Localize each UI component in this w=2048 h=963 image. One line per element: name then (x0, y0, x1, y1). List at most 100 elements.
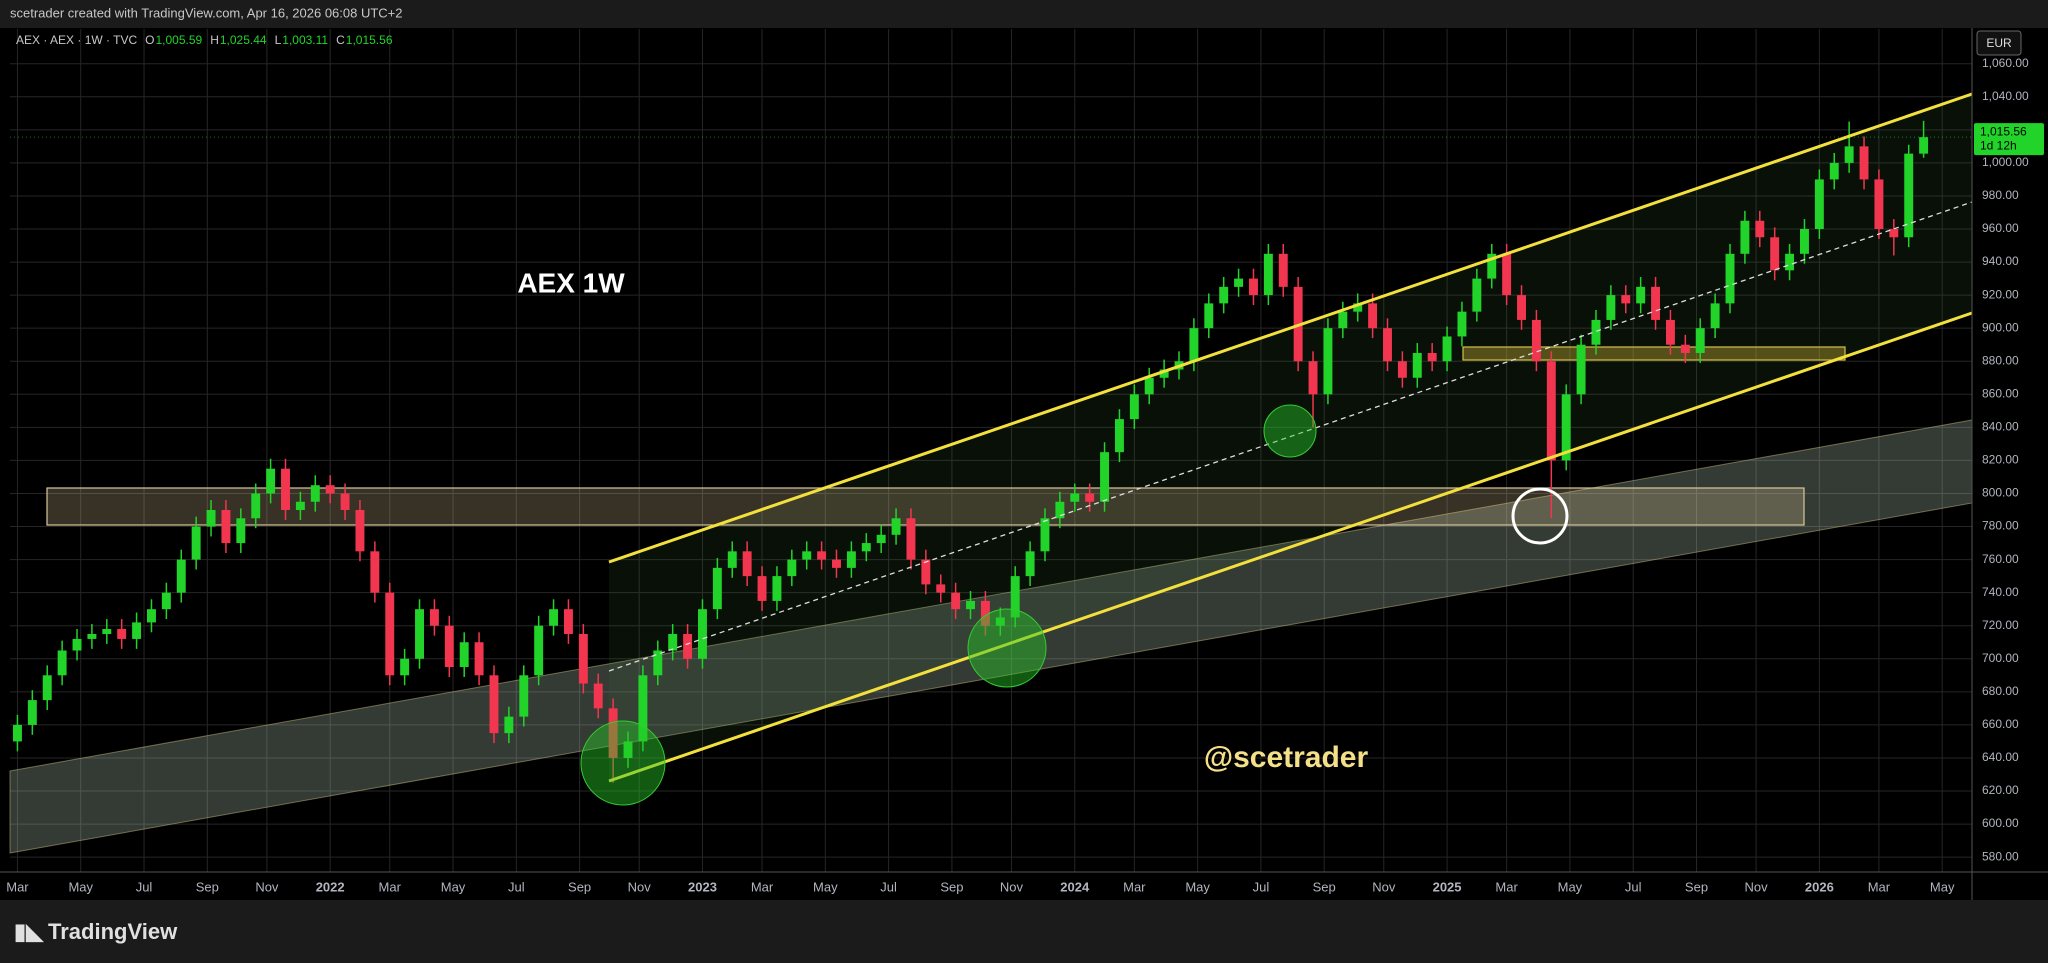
candle-body (1919, 137, 1929, 154)
candle-body (176, 559, 186, 593)
candle-body (966, 600, 975, 610)
candle-body (1576, 344, 1586, 395)
candle-body (1621, 295, 1631, 304)
x-tick-label: Jul (1253, 879, 1270, 894)
candle-body (1383, 328, 1392, 362)
x-tick-label: Sep (196, 879, 219, 894)
candle-body (1829, 162, 1839, 180)
y-tick-label: 860.00 (1982, 386, 2019, 400)
candle-body (817, 551, 827, 560)
candle-body (132, 622, 142, 639)
candle-body (1591, 319, 1601, 345)
x-tick-label: Mar (1495, 879, 1518, 894)
candle-body (891, 518, 901, 535)
candle-body (980, 600, 990, 626)
candle-body (385, 592, 395, 676)
candle-body (1055, 501, 1065, 519)
y-tick-label: 580.00 (1982, 849, 2019, 863)
candle-body (251, 493, 261, 519)
y-tick-label: 900.00 (1982, 320, 2019, 334)
candle-body (415, 609, 424, 659)
candle-body (161, 592, 171, 610)
candle-body (1070, 493, 1080, 502)
x-tick-label: May (441, 879, 466, 894)
candle-body (310, 485, 320, 502)
y-tick-label: 920.00 (1982, 287, 2019, 301)
candle-body (1561, 394, 1571, 461)
candle-body (1397, 361, 1407, 378)
candle-body (370, 551, 380, 593)
candle-body (638, 675, 648, 742)
x-tick-label: Sep (1685, 879, 1708, 894)
candle-body (1725, 253, 1735, 304)
candle-body (1859, 146, 1869, 180)
candle-body (1695, 328, 1705, 353)
ohlc-key: H (210, 33, 219, 47)
candle-body (72, 638, 82, 651)
candle-body (1710, 303, 1720, 329)
candle-body (936, 584, 946, 593)
candle-body (1085, 493, 1095, 502)
y-tick-label: 600.00 (1982, 816, 2019, 830)
drawings-top (580, 92, 1973, 806)
y-tick-label: 820.00 (1982, 453, 2019, 467)
support-zone (1462, 346, 1846, 361)
candle-body (519, 675, 529, 717)
candle-body (787, 559, 797, 577)
x-tick-label: Jul (1625, 879, 1642, 894)
x-tick-label: Nov (1000, 879, 1024, 894)
candle-body (1100, 452, 1110, 502)
x-tick-label: Mar (1868, 879, 1891, 894)
candle-body (1219, 286, 1229, 304)
candle-body (1412, 352, 1422, 378)
candle-body (1189, 328, 1199, 362)
y-tick-label: 1,060.00 (1982, 56, 2029, 70)
candle-body (474, 642, 484, 676)
candle-body (87, 633, 97, 639)
candle-body (355, 510, 365, 552)
white-circle (1511, 487, 1569, 545)
candle-body (1531, 319, 1541, 362)
candle-body (1144, 377, 1154, 395)
candle-body (1234, 278, 1244, 287)
candle-body (1546, 361, 1556, 461)
candle-body (1636, 286, 1646, 304)
top-bar (0, 0, 2048, 28)
y-tick-label: 980.00 (1982, 188, 2019, 202)
candle-body (1323, 328, 1333, 395)
footer-bar (0, 900, 2048, 963)
candle-body (1680, 344, 1690, 353)
candle-body (1844, 146, 1854, 163)
candle-body (1278, 253, 1288, 287)
x-tick-label: May (68, 879, 93, 894)
y-tick-label: 800.00 (1982, 486, 2019, 500)
candle-body (861, 543, 871, 552)
candle-body (1799, 229, 1809, 254)
candle-body (206, 510, 216, 527)
candle-body (504, 716, 514, 734)
candle-body (1353, 303, 1363, 312)
candle-body (1457, 311, 1467, 337)
candle-body (623, 741, 633, 758)
x-tick-label: Sep (940, 879, 963, 894)
candle-body (1010, 576, 1020, 618)
candle-body (1263, 253, 1273, 296)
ohlc-value: 1,003.11 (282, 33, 328, 47)
candle-body (608, 708, 618, 758)
x-tick-label: Mar (751, 879, 774, 894)
candle-body (459, 642, 469, 668)
y-tick-label: 960.00 (1982, 221, 2019, 235)
ohlc-value: 1,015.56 (346, 33, 393, 47)
x-tick-label: 2024 (1060, 879, 1090, 894)
candle-body (1025, 551, 1035, 577)
candle-body (1517, 295, 1526, 320)
brand: TradingView (48, 919, 178, 944)
annotation: AEX 1W (517, 267, 625, 298)
candle-body (340, 493, 350, 511)
candle-body (1874, 179, 1884, 230)
channel-mid (608, 201, 1973, 672)
candle-body (757, 576, 767, 601)
candle-body (281, 468, 290, 511)
annotation: @scetrader (1204, 741, 1369, 774)
